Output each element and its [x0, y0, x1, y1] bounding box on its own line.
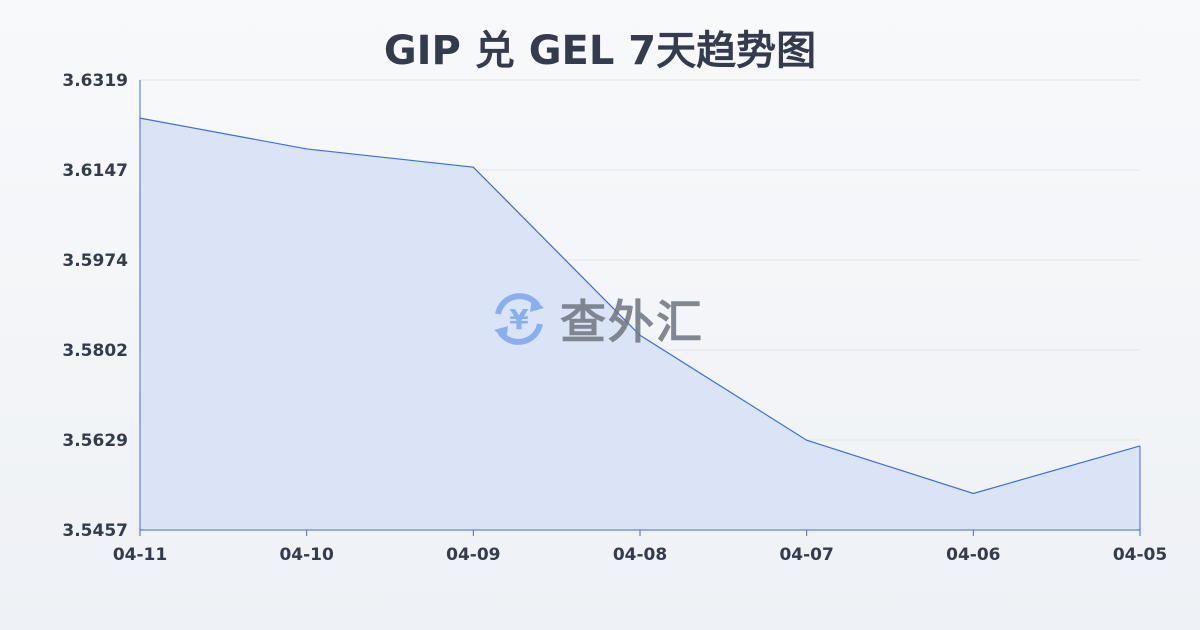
x-tick-label: 04-09 [446, 545, 500, 565]
x-tick-label: 04-10 [279, 545, 334, 565]
x-tick-label: 04-08 [613, 545, 667, 565]
x-tick-label: 04-11 [113, 545, 167, 565]
x-tick-label: 04-05 [1113, 545, 1167, 565]
svg-text:¥: ¥ [509, 303, 529, 336]
yen-exchange-icon: ¥ [494, 293, 544, 345]
x-tick-label: 04-06 [946, 545, 1000, 565]
watermark: ¥ 查外汇 [488, 286, 704, 352]
y-tick-label: 3.6319 [62, 71, 128, 91]
y-tick-label: 3.5974 [62, 251, 128, 271]
x-tick-label: 04-07 [779, 545, 833, 565]
area-fill [140, 118, 1140, 531]
y-tick-label: 3.5802 [62, 341, 128, 361]
chart-title: GIP 兑 GEL 7天趋势图 [383, 28, 817, 74]
y-tick-label: 3.6147 [62, 161, 128, 181]
y-tick-label: 3.5457 [62, 521, 128, 541]
watermark-text: 查外汇 [560, 295, 704, 349]
y-tick-label: 3.5629 [62, 431, 128, 451]
